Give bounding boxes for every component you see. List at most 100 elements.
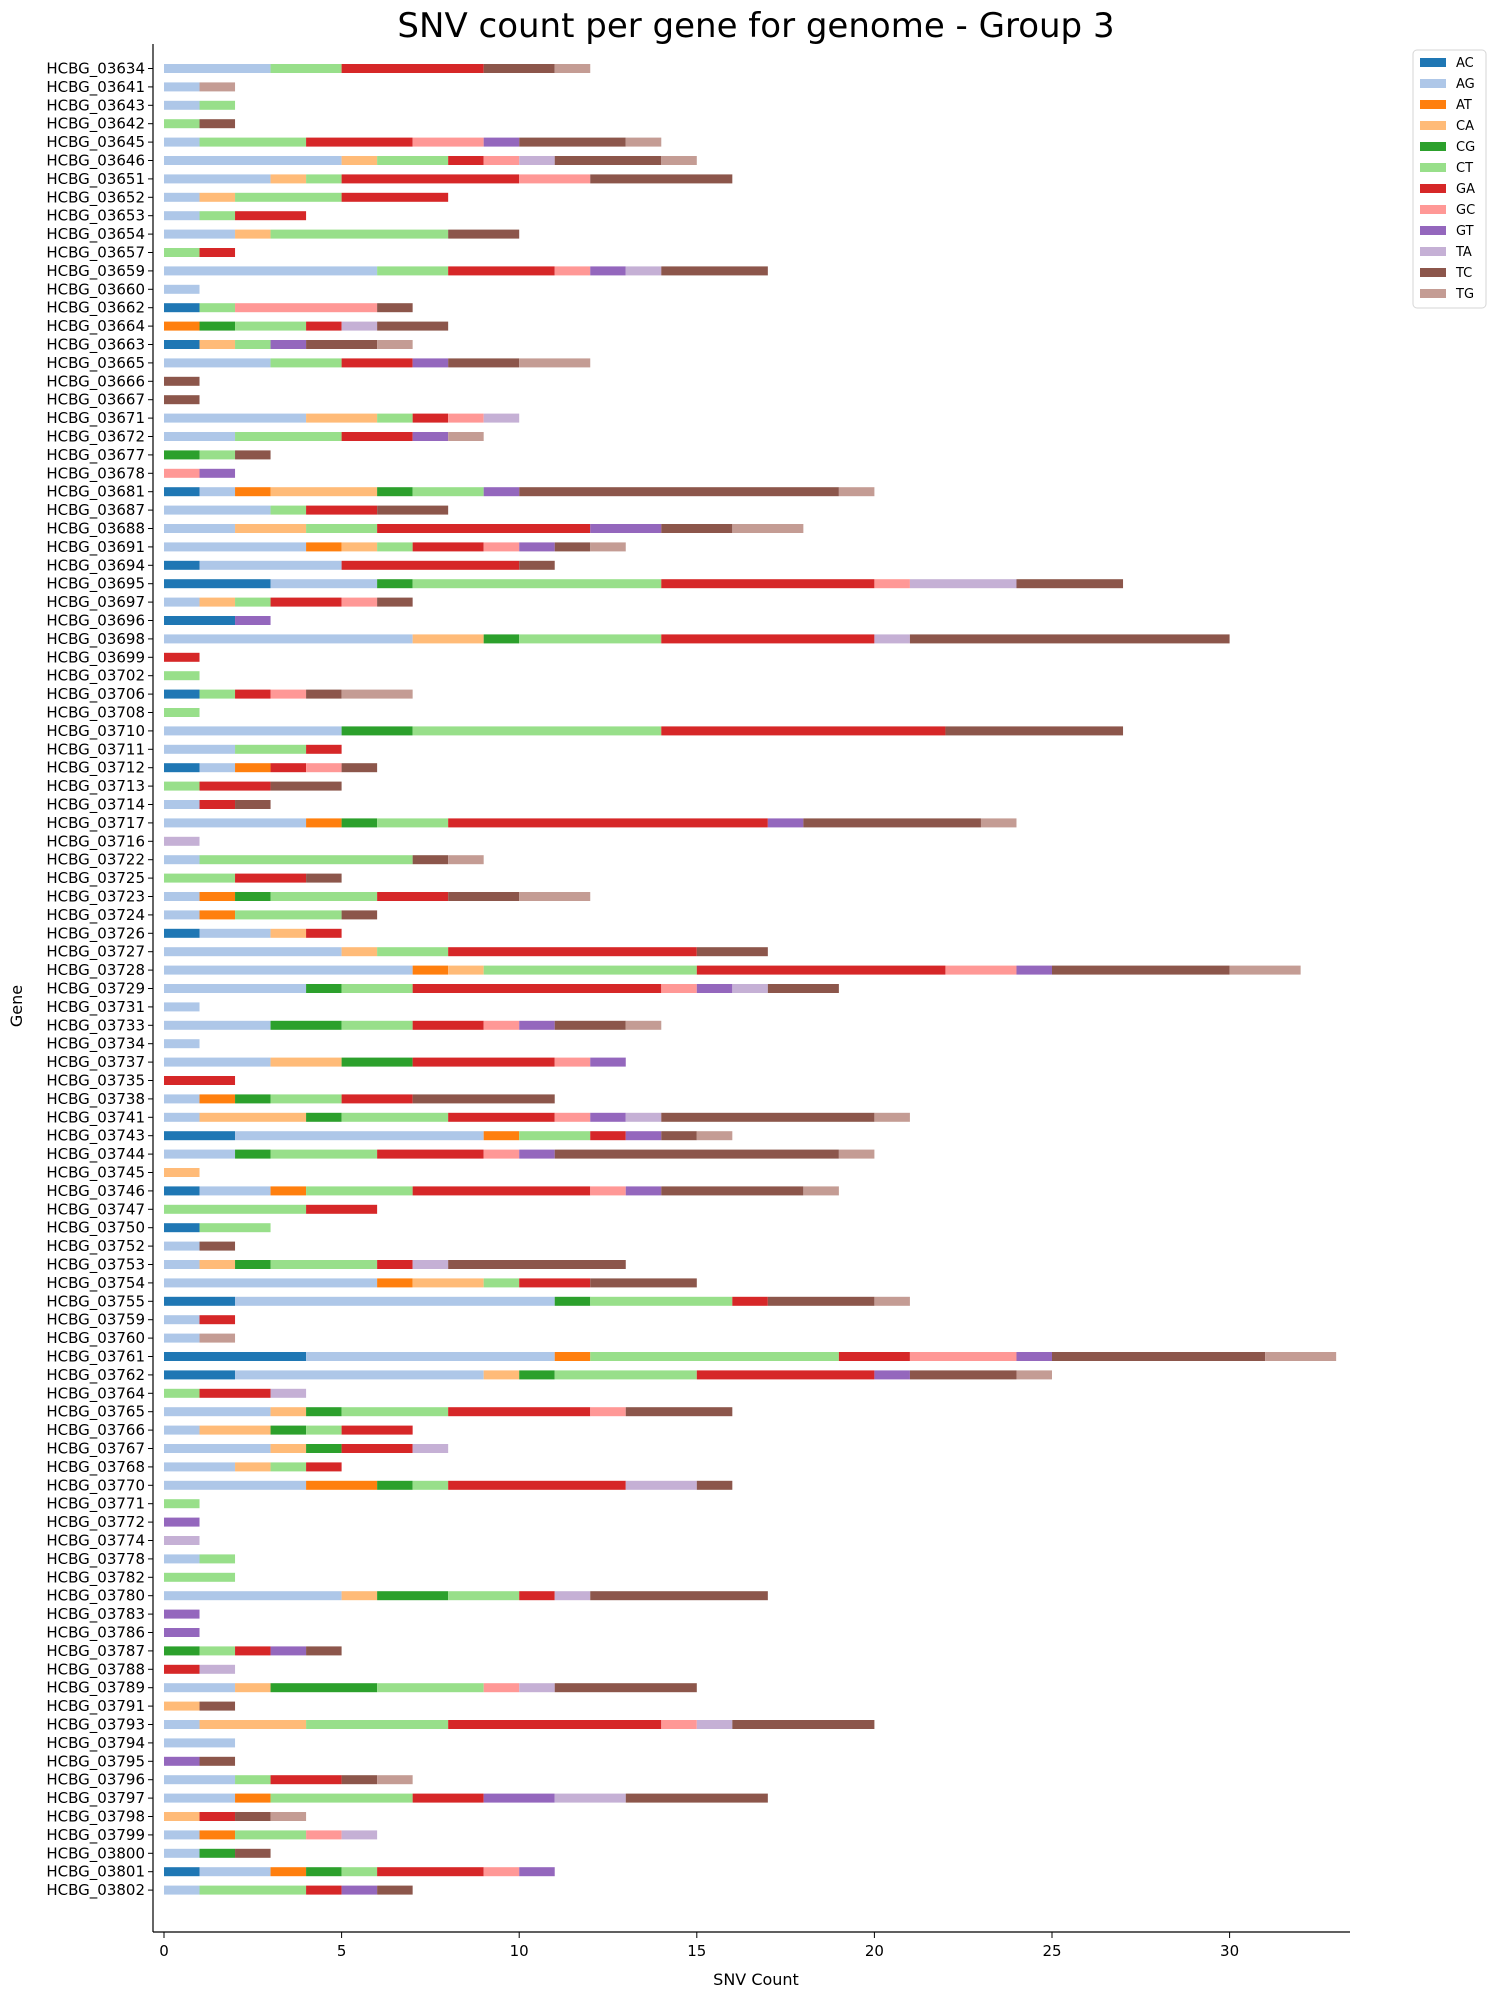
bar-segment-tg (377, 340, 413, 349)
y-tick-label: HCBG_03733 (46, 1016, 145, 1035)
bar-segment-ct (306, 1720, 449, 1729)
y-tick-label: HCBG_03793 (46, 1716, 145, 1735)
y-tick-label: HCBG_03716 (46, 832, 145, 851)
bar-segment-ct (341, 1867, 378, 1877)
bar-segment-ga (235, 689, 271, 699)
x-tick-label: 0 (159, 1942, 169, 1960)
y-tick-label: HCBG_03759 (46, 1311, 145, 1330)
bar-segment-ga (341, 1444, 413, 1453)
bar-segment-ct (235, 1830, 307, 1840)
bar-segment-ac (164, 1296, 236, 1306)
y-tick-label: HCBG_03662 (46, 299, 145, 318)
bar-segment-ta (874, 634, 910, 644)
bar-segment-ca (306, 413, 378, 423)
bar-segment-gt (590, 266, 626, 276)
bar-segment-ga (199, 1315, 236, 1325)
bar-segment-ag (164, 1333, 200, 1343)
x-tick-label: 30 (1220, 1942, 1239, 1960)
bar-segment-gt (625, 1131, 662, 1141)
bar-segment-gc (483, 1020, 520, 1030)
bar-segment-ga (448, 156, 484, 165)
bar-segment-gc (661, 984, 697, 993)
bar-segment-tc (767, 1296, 875, 1306)
y-tick-label: HCBG_03794 (46, 1734, 145, 1753)
bar-segment-tc (306, 340, 378, 349)
bar-segment-tg (341, 689, 413, 699)
bar-segment-gt (519, 1020, 555, 1030)
legend-swatch-ta (1420, 247, 1446, 256)
bar-segment-ga (590, 1131, 626, 1141)
legend-label: TG (1455, 287, 1474, 302)
bar-segment-ct (164, 1204, 307, 1214)
legend-label: TA (1455, 245, 1472, 260)
y-tick-label: HCBG_03752 (46, 1237, 145, 1256)
bar-segment-at (270, 1186, 307, 1196)
bar-segment-ac (164, 689, 200, 699)
bar-segment-tg (590, 542, 626, 552)
y-tick-label: HCBG_03651 (46, 170, 145, 189)
bar-segment-ga (838, 1352, 910, 1361)
bar-segment-ag (164, 1112, 200, 1122)
legend-frame (1412, 49, 1487, 309)
bar-segment-ca (164, 1812, 200, 1821)
bar-segment-tc (625, 1407, 733, 1417)
bar-segment-ta (732, 984, 768, 993)
bar-segment-cg (306, 984, 342, 993)
bar-segment-ag (164, 1020, 271, 1030)
y-tick-label: HCBG_03791 (46, 1697, 145, 1716)
bar-segment-ga (661, 726, 946, 736)
bar-segment-ct (270, 229, 449, 239)
x-tick-label: 5 (337, 1942, 347, 1960)
bar-segment-ca (270, 487, 378, 497)
bar-segment-ct (235, 744, 307, 754)
bar-segment-ct (377, 156, 449, 165)
bar-segment-ag (164, 1591, 342, 1601)
bar-segment-gt (164, 1756, 200, 1766)
bar-segment-ac (164, 763, 200, 773)
y-tick-label: HCBG_03695 (46, 575, 145, 594)
bar-segment-cg (270, 1683, 378, 1693)
y-tick-label: HCBG_03697 (46, 593, 145, 612)
bar-segment-ca (341, 542, 378, 552)
bar-segment-gc (483, 1867, 520, 1877)
bar-segment-ct (306, 1425, 342, 1435)
bar-segment-tg (803, 1186, 839, 1196)
y-tick-label: HCBG_03696 (46, 612, 145, 631)
bar-segment-ct (270, 505, 307, 515)
y-tick-label: HCBG_03762 (46, 1366, 145, 1385)
y-tick-label: HCBG_03659 (46, 262, 145, 281)
legend-label: CG (1456, 140, 1475, 155)
y-tick-label: HCBG_03798 (46, 1808, 145, 1827)
bar-segment-gc (554, 1057, 591, 1067)
bar-segment-at (306, 542, 342, 552)
bar-segment-ac (164, 1352, 307, 1361)
y-tick-label: HCBG_03729 (46, 980, 145, 999)
bar-segment-tc (199, 119, 236, 129)
bar-segment-tg (270, 1812, 307, 1821)
bar-segment-ga (235, 1646, 271, 1656)
bar-segment-ga (270, 597, 342, 607)
legend-swatch-cg (1420, 142, 1446, 151)
y-tick-label: HCBG_03753 (46, 1256, 145, 1275)
bar-segment-tg (554, 64, 591, 73)
bar-segment-ac (164, 560, 200, 570)
bar-segment-ga (341, 1425, 413, 1435)
y-tick-label: HCBG_03728 (46, 961, 145, 980)
bar-segment-cg (199, 321, 236, 331)
y-tick-label: HCBG_03665 (46, 354, 145, 373)
bar-segment-ag (164, 984, 307, 993)
bar-segment-ga (306, 928, 342, 938)
bar-segment-ca (270, 1407, 307, 1417)
bar-segment-tc (590, 1591, 768, 1601)
bar-segment-tg (1265, 1352, 1337, 1361)
bar-segment-ct (164, 1388, 200, 1398)
y-tick-label: HCBG_03663 (46, 336, 145, 355)
bar-segment-gt (874, 1370, 910, 1380)
bar-segment-ct (235, 1775, 271, 1785)
bar-segment-ta (412, 1260, 449, 1269)
bar-segment-gc (306, 763, 342, 773)
y-tick-label: HCBG_03726 (46, 924, 145, 943)
bar-segment-gc (554, 1112, 591, 1122)
y-tick-label: HCBG_03702 (46, 667, 145, 686)
bar-segment-ag (164, 1885, 200, 1895)
